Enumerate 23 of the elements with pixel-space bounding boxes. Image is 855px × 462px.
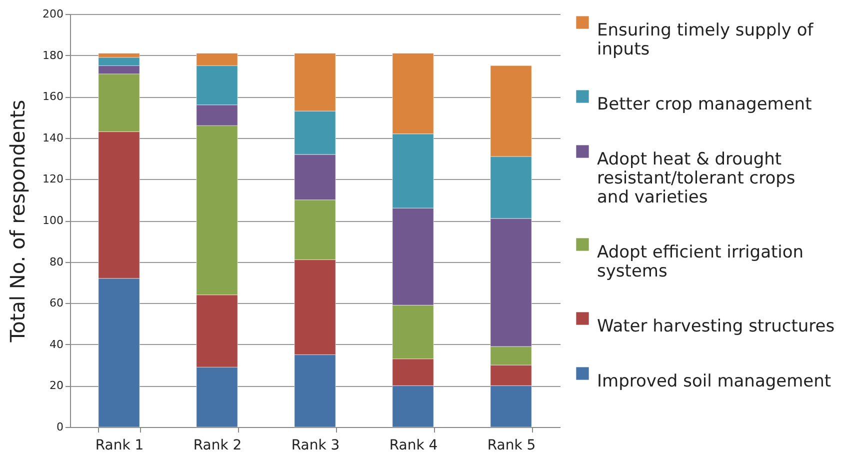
y-tick-label: 40 (50, 338, 64, 351)
x-tick-label: Rank 1 (95, 438, 144, 454)
legend-label: Adopt efficient irrigation systems (597, 242, 804, 282)
y-tick-label: 20 (50, 379, 64, 392)
y-tick-label: 120 (42, 172, 64, 186)
x-tick-label: Rank 2 (193, 438, 242, 454)
legend-label: Water harvesting structures (597, 316, 835, 336)
y-tick-label: 160 (42, 90, 64, 104)
legend-label: Adopt heat & drought resistant/tolerant crops and varieties (597, 150, 796, 208)
x-tick-label: Rank 3 (291, 438, 340, 454)
y-axis-title: Total No. of respondents (6, 100, 30, 344)
y-tick-label: 80 (50, 255, 64, 268)
legend-label: Ensuring timely supply of inputs (597, 20, 814, 60)
y-tick-label: 100 (42, 214, 64, 227)
y-tick-label: 60 (50, 296, 64, 310)
legend-label: Better crop management (597, 94, 812, 114)
y-tick-label: 0 (56, 420, 64, 434)
y-tick-label: 180 (42, 48, 64, 62)
x-tick-label: Rank 5 (487, 438, 536, 454)
legend-label: Improved soil management (597, 372, 832, 392)
y-tick-label: 140 (42, 131, 64, 144)
x-tick-label: Rank 4 (389, 438, 438, 454)
y-tick-label: 200 (42, 8, 64, 20)
